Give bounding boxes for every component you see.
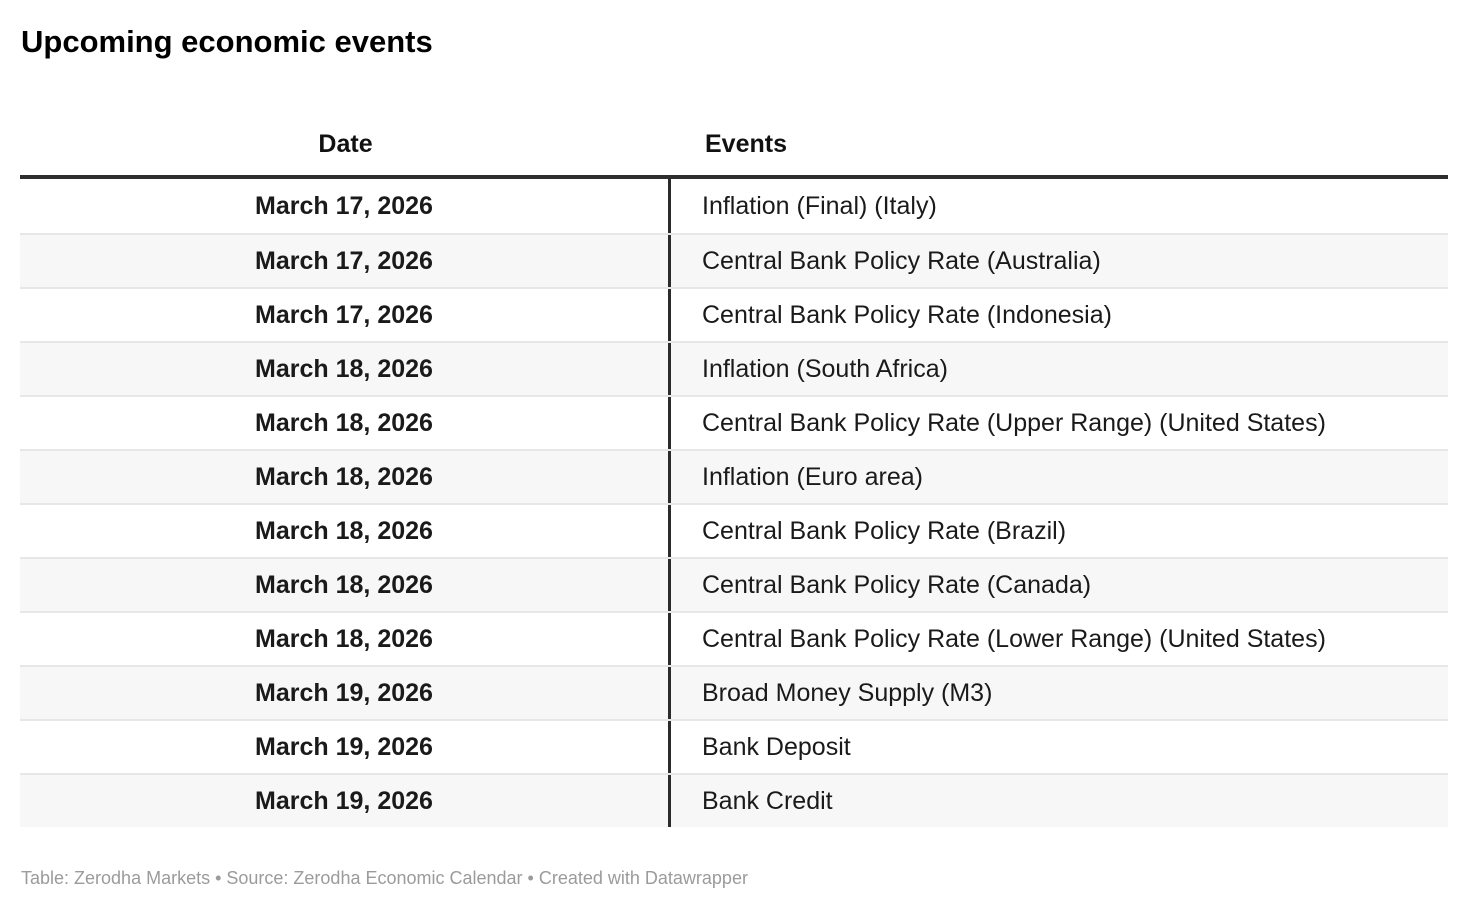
table-row: March 18, 2026 Central Bank Policy Rate … — [20, 611, 1448, 665]
table-row: March 18, 2026 Central Bank Policy Rate … — [20, 395, 1448, 449]
event-cell: Inflation (South Africa) — [702, 354, 948, 383]
date-cell: March 18, 2026 — [20, 451, 671, 503]
table-row: March 17, 2026 Central Bank Policy Rate … — [20, 287, 1448, 341]
date-cell: March 18, 2026 — [20, 397, 671, 449]
date-cell: March 18, 2026 — [20, 559, 671, 611]
event-cell: Inflation (Final) (Italy) — [702, 191, 937, 220]
table-row: March 19, 2026 Broad Money Supply (M3) — [20, 665, 1448, 719]
table-header-row: Date Events — [20, 62, 1448, 179]
column-header-events: Events — [705, 130, 787, 158]
date-cell: March 17, 2026 — [20, 235, 671, 287]
table-body: March 17, 2026 Inflation (Final) (Italy)… — [20, 179, 1448, 827]
event-cell: Central Bank Policy Rate (Lower Range) (… — [702, 624, 1326, 653]
event-cell: Inflation (Euro area) — [702, 462, 923, 491]
date-cell: March 19, 2026 — [20, 775, 671, 827]
economic-events-table: Date Events March 17, 2026 Inflation (Fi… — [20, 62, 1448, 827]
table-row: March 18, 2026 Central Bank Policy Rate … — [20, 503, 1448, 557]
event-cell: Central Bank Policy Rate (Canada) — [702, 570, 1092, 599]
event-cell: Bank Credit — [702, 786, 833, 815]
event-cell: Central Bank Policy Rate (Australia) — [702, 246, 1101, 275]
event-cell: Bank Deposit — [702, 732, 851, 761]
event-cell: Central Bank Policy Rate (Brazil) — [702, 516, 1067, 545]
datawrapper-table-page: Upcoming economic events Date Events Mar… — [0, 22, 1468, 914]
page-title: Upcoming economic events — [21, 24, 433, 59]
event-cell: Central Bank Policy Rate (Indonesia) — [702, 300, 1112, 329]
table-row: March 17, 2026 Inflation (Final) (Italy) — [20, 179, 1448, 233]
table-row: March 19, 2026 Bank Credit — [20, 773, 1448, 827]
column-header-date: Date — [318, 130, 373, 158]
date-cell: March 18, 2026 — [20, 343, 671, 395]
attribution-footer: Table: Zerodha Markets • Source: Zerodha… — [21, 868, 748, 888]
date-cell: March 18, 2026 — [20, 613, 671, 665]
table-row: March 18, 2026 Central Bank Policy Rate … — [20, 557, 1448, 611]
table-row: March 19, 2026 Bank Deposit — [20, 719, 1448, 773]
table-row: March 18, 2026 Inflation (Euro area) — [20, 449, 1448, 503]
event-cell: Central Bank Policy Rate (Upper Range) (… — [702, 408, 1326, 437]
date-cell: March 19, 2026 — [20, 721, 671, 773]
event-cell: Broad Money Supply (M3) — [702, 678, 993, 707]
date-cell: March 17, 2026 — [20, 289, 671, 341]
date-cell: March 18, 2026 — [20, 505, 671, 557]
table-row: March 17, 2026 Central Bank Policy Rate … — [20, 233, 1448, 287]
table-row: March 18, 2026 Inflation (South Africa) — [20, 341, 1448, 395]
date-cell: March 19, 2026 — [20, 667, 671, 719]
date-cell: March 17, 2026 — [20, 179, 671, 233]
